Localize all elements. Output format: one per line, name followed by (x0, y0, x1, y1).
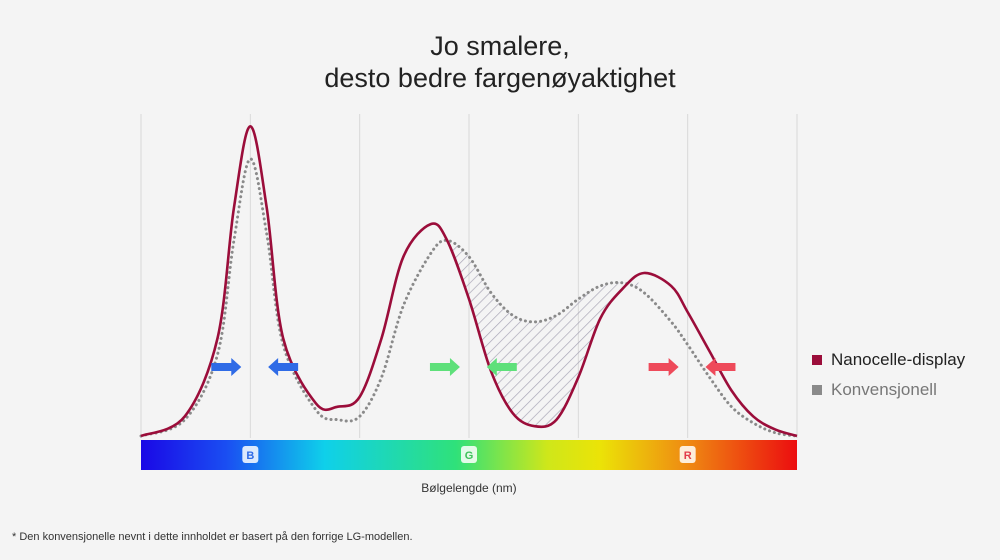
band-label-g: G (465, 450, 474, 462)
legend-label-nanocell: Nanocelle-display (831, 350, 966, 369)
arrow-r-right-icon (648, 358, 679, 376)
footnote: * Den konvensjonelle nevnt i dette innho… (12, 531, 413, 543)
chart-title-line-1: Jo smalere, (430, 31, 570, 61)
arrow-g-right-icon (429, 358, 460, 376)
arrow-b-left-icon (268, 358, 299, 376)
series-line-nanocell (140, 124, 798, 438)
hatched-difference-area (452, 242, 639, 427)
band-label-box-b (242, 446, 259, 463)
legend-swatch-conventional (812, 385, 822, 395)
band-label-box-r (679, 446, 696, 463)
x-axis-label: Bølgelengde (nm) (421, 481, 516, 495)
band-label-r: R (684, 450, 692, 462)
legend-item-conventional: Konvensjonell (812, 379, 965, 401)
arrow-b-right-icon (211, 358, 242, 376)
chart-title-line-2: desto bedre fargenøyaktighet (324, 63, 676, 93)
arrow-g-left-icon (486, 358, 517, 376)
band-label-box-g (461, 446, 477, 463)
legend-label-conventional: Konvensjonell (831, 380, 937, 399)
legend: Nanocelle-display Konvensjonell (812, 349, 965, 409)
series-line-conventional (139, 157, 799, 438)
band-label-b: B (246, 450, 254, 462)
arrow-r-left-icon (705, 358, 736, 376)
legend-swatch-nanocell (812, 355, 822, 365)
legend-item-nanocell: Nanocelle-display (812, 349, 965, 371)
chart-title: Jo smalere, desto bedre fargenøyaktighet (0, 30, 1000, 94)
